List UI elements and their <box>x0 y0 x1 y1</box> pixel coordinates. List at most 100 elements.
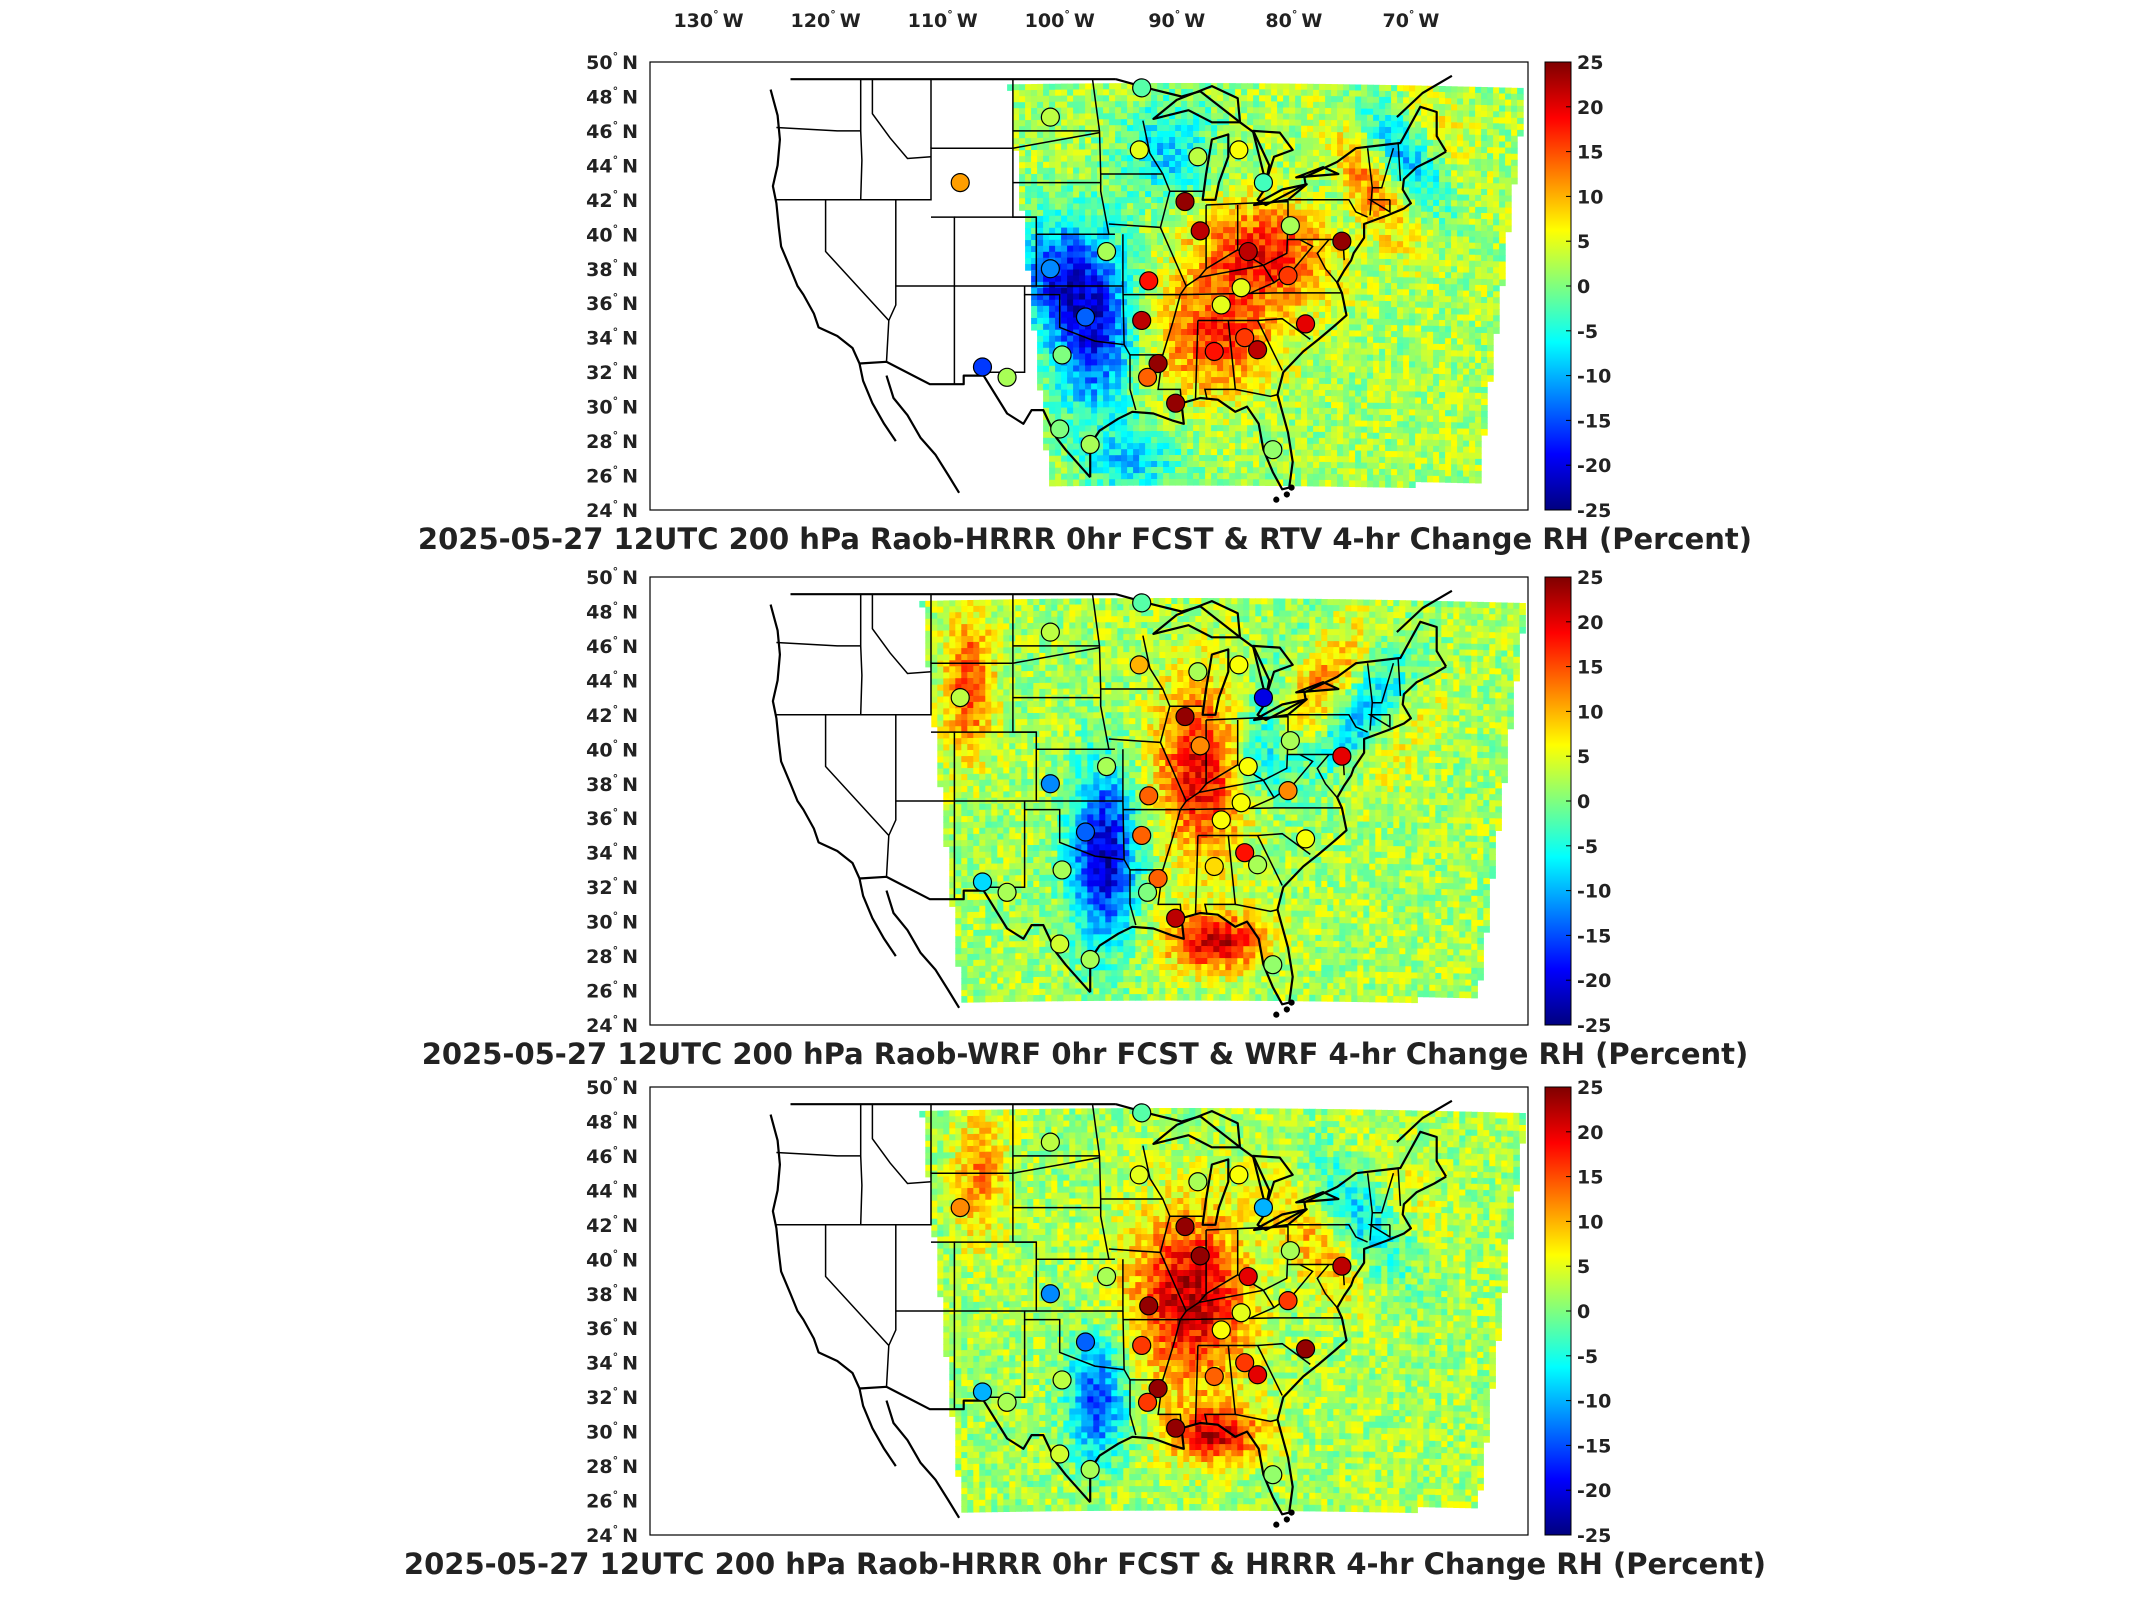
raob-station-marker[interactable] <box>1166 908 1186 928</box>
raob-station-marker[interactable] <box>1332 746 1352 766</box>
raob-station-marker[interactable] <box>1280 731 1300 751</box>
longitude-tick-label: 130° W <box>673 8 743 32</box>
raob-station-marker[interactable] <box>1231 1303 1251 1323</box>
raob-station-marker[interactable] <box>1295 1339 1316 1359</box>
raob-station-marker[interactable] <box>1211 1320 1231 1340</box>
raob-station-marker[interactable] <box>997 367 1017 387</box>
raob-station-marker[interactable] <box>1204 856 1224 877</box>
raob-station-marker[interactable] <box>1132 78 1152 98</box>
raob-station-marker[interactable] <box>1278 1291 1298 1311</box>
raob-station-marker[interactable] <box>1075 1332 1096 1352</box>
raob-station-marker[interactable] <box>1175 191 1195 212</box>
raob-station-marker[interactable] <box>1139 786 1159 806</box>
raob-station-marker[interactable] <box>1229 655 1249 675</box>
raob-station-marker[interactable] <box>1238 756 1258 777</box>
raob-station-marker[interactable] <box>1295 314 1316 334</box>
raob-station-marker[interactable] <box>1129 1165 1149 1185</box>
raob-station-marker[interactable] <box>972 1382 993 1402</box>
raob-station-marker[interactable] <box>1188 147 1208 167</box>
raob-station-marker[interactable] <box>1231 793 1251 813</box>
raob-station-marker[interactable] <box>1148 353 1168 374</box>
raob-station-marker[interactable] <box>1137 367 1158 387</box>
raob-station-marker[interactable] <box>1253 688 1274 708</box>
raob-station-marker[interactable] <box>1332 231 1352 251</box>
raob-station-marker[interactable] <box>1052 860 1072 880</box>
raob-station-marker[interactable] <box>1253 1198 1274 1218</box>
raob-station-marker[interactable] <box>1278 781 1298 801</box>
raob-station-marker[interactable] <box>1132 310 1152 331</box>
raob-station-marker[interactable] <box>1295 829 1316 849</box>
raob-station-marker[interactable] <box>1175 1216 1195 1237</box>
raob-station-marker[interactable] <box>1050 419 1070 439</box>
raob-station-marker[interactable] <box>1080 1459 1100 1480</box>
raob-station-marker[interactable] <box>1096 241 1117 262</box>
raob-station-marker[interactable] <box>1204 1366 1224 1387</box>
raob-station-marker[interactable] <box>1040 107 1060 127</box>
raob-station-marker[interactable] <box>1139 271 1159 291</box>
raob-station-marker[interactable] <box>1238 241 1258 262</box>
raob-station-marker[interactable] <box>1075 307 1096 327</box>
raob-station-marker[interactable] <box>1280 216 1300 236</box>
raob-station-marker[interactable] <box>1050 1444 1070 1464</box>
raob-station-marker[interactable] <box>1132 825 1152 846</box>
raob-station-marker[interactable] <box>1148 1378 1168 1399</box>
raob-station-marker[interactable] <box>1204 341 1224 362</box>
raob-station-marker[interactable] <box>1229 140 1249 160</box>
raob-station-marker[interactable] <box>1263 440 1283 460</box>
raob-station-marker[interactable] <box>1052 345 1072 365</box>
raob-station-marker[interactable] <box>1040 1284 1060 1304</box>
raob-station-marker[interactable] <box>1229 1165 1249 1185</box>
raob-station-marker[interactable] <box>1253 173 1274 193</box>
raob-station-marker[interactable] <box>1139 1296 1159 1316</box>
raob-station-marker[interactable] <box>1166 1418 1186 1438</box>
raob-station-marker[interactable] <box>1137 1392 1158 1412</box>
raob-station-marker[interactable] <box>1263 955 1283 975</box>
raob-station-marker[interactable] <box>1052 1370 1072 1390</box>
raob-station-marker[interactable] <box>1040 622 1060 642</box>
raob-station-marker[interactable] <box>1129 655 1149 675</box>
raob-station-marker[interactable] <box>1050 934 1070 954</box>
raob-station-marker[interactable] <box>1231 278 1251 298</box>
raob-station-marker[interactable] <box>1188 662 1208 682</box>
raob-station-marker[interactable] <box>1096 756 1117 777</box>
raob-station-marker[interactable] <box>1096 1266 1117 1287</box>
raob-station-marker[interactable] <box>1211 295 1231 315</box>
raob-station-marker[interactable] <box>1247 340 1268 360</box>
raob-station-marker[interactable] <box>1278 266 1298 286</box>
raob-station-marker[interactable] <box>950 1198 970 1218</box>
raob-station-marker[interactable] <box>1235 1353 1255 1373</box>
raob-station-marker[interactable] <box>1040 259 1060 279</box>
raob-station-marker[interactable] <box>1080 949 1100 970</box>
raob-station-marker[interactable] <box>950 688 970 708</box>
raob-station-marker[interactable] <box>1247 855 1268 875</box>
raob-station-marker[interactable] <box>1211 810 1231 830</box>
raob-station-marker[interactable] <box>997 882 1017 902</box>
raob-station-marker[interactable] <box>1280 1241 1300 1261</box>
raob-station-marker[interactable] <box>972 357 993 377</box>
raob-station-marker[interactable] <box>1040 1132 1060 1152</box>
raob-station-marker[interactable] <box>997 1392 1017 1412</box>
raob-station-marker[interactable] <box>1137 882 1158 902</box>
raob-station-marker[interactable] <box>1132 1103 1152 1123</box>
raob-station-marker[interactable] <box>1190 1246 1210 1266</box>
raob-station-marker[interactable] <box>1263 1465 1283 1485</box>
raob-station-marker[interactable] <box>1175 706 1195 727</box>
raob-station-marker[interactable] <box>1080 434 1100 455</box>
raob-station-marker[interactable] <box>1040 774 1060 794</box>
raob-station-marker[interactable] <box>1166 393 1186 413</box>
raob-station-marker[interactable] <box>1132 1335 1152 1356</box>
raob-station-marker[interactable] <box>1129 140 1149 160</box>
raob-station-marker[interactable] <box>1235 843 1255 863</box>
raob-station-marker[interactable] <box>1190 221 1210 241</box>
raob-station-marker[interactable] <box>1247 1365 1268 1385</box>
raob-station-marker[interactable] <box>1148 868 1168 889</box>
raob-station-marker[interactable] <box>1332 1256 1352 1276</box>
raob-station-marker[interactable] <box>1238 1266 1258 1287</box>
raob-station-marker[interactable] <box>1075 822 1096 842</box>
raob-station-marker[interactable] <box>1190 736 1210 756</box>
raob-station-marker[interactable] <box>950 173 970 193</box>
raob-station-marker[interactable] <box>1188 1172 1208 1192</box>
raob-station-marker[interactable] <box>1132 593 1152 613</box>
raob-station-marker[interactable] <box>972 872 993 892</box>
raob-station-marker[interactable] <box>1235 328 1255 348</box>
